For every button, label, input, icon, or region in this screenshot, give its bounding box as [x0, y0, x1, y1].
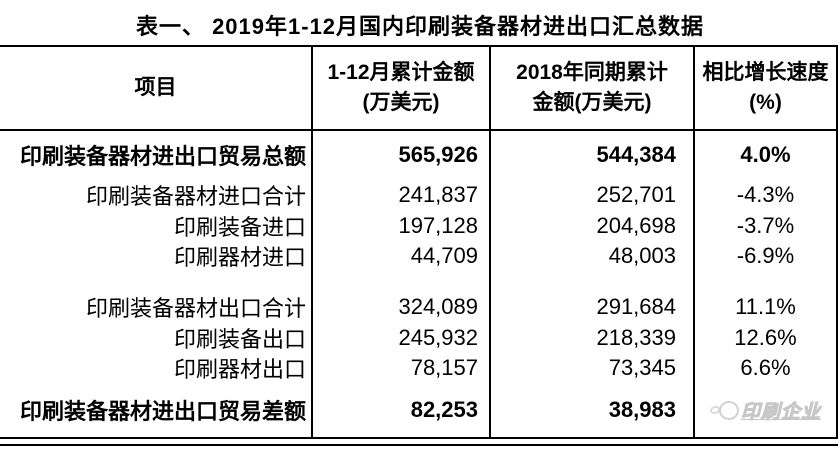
- column-header-amount-2018: 2018年同期累计 金额(万美元): [491, 47, 695, 131]
- header-line: 1-12月累计金额: [327, 60, 475, 84]
- cell-amount-2019: 78,157: [313, 353, 491, 383]
- cell-amount-2019: 241,837: [313, 179, 491, 211]
- bottom-double-rule: [0, 444, 838, 446]
- cell-amount-2019: 82,253: [313, 383, 491, 437]
- cell-growth: -3.7%: [736, 213, 795, 238]
- summary-table: 项目 1-12月累计金额 (万美元) 2018年同期累计 金额(万美元) 相比增…: [0, 45, 838, 439]
- spacer-cell: [695, 271, 836, 291]
- cell-amount-2019: 565,926: [313, 131, 491, 179]
- cell-amount-2019: 44,709: [313, 241, 491, 271]
- cell-growth: 4.0%: [740, 142, 791, 167]
- cell-amount-2018: 73,345: [491, 353, 695, 383]
- cell-growth: 11.1%: [735, 294, 796, 319]
- cell-growth: 12.6%: [734, 325, 797, 350]
- column-header-amount-2019: 1-12月累计金额 (万美元): [313, 47, 491, 131]
- watermark-label: 印刷企业: [740, 401, 821, 423]
- spacer-cell: [0, 271, 313, 291]
- cell-amount-2019: 197,128: [313, 211, 491, 241]
- header-line: 项目: [134, 75, 177, 99]
- header-line: (万美元): [362, 91, 440, 114]
- cell-growth: -4.3%: [736, 182, 795, 207]
- cell-item: 印刷装备进口: [0, 211, 313, 241]
- header-line: (%): [749, 91, 782, 114]
- cell-item: 印刷装备器材进口合计: [0, 179, 313, 211]
- column-header-item: 项目: [0, 47, 313, 131]
- cell-item: 印刷装备器材进出口贸易总额: [0, 131, 313, 179]
- cell-amount-2018: 544,384: [491, 131, 695, 179]
- cell-growth: -6.9%: [736, 243, 795, 268]
- cell-amount-2018: 204,698: [491, 211, 695, 241]
- cell-amount-2018: 291,684: [491, 291, 695, 323]
- cell-growth: 6.6%: [740, 355, 791, 380]
- cell-item: 印刷器材出口: [0, 353, 313, 383]
- cell-amount-2018: 252,701: [491, 179, 695, 211]
- watermark: 印刷企业: [709, 397, 821, 424]
- cell-item: 印刷装备出口: [0, 323, 313, 353]
- cell-amount-2018: 218,339: [491, 323, 695, 353]
- header-line: 金额(万美元): [532, 91, 652, 114]
- cell-amount-2018: 48,003: [491, 241, 695, 271]
- cell-item: 印刷装备器材进出口贸易差额: [0, 383, 313, 437]
- header-line: 相比增长速度: [702, 60, 829, 84]
- spacer-cell: [313, 271, 491, 291]
- cell-item: 印刷器材进口: [0, 241, 313, 271]
- cell-growth-watermarked: 印刷企业: [695, 383, 836, 437]
- cell-amount-2019: 324,089: [313, 291, 491, 323]
- cell-amount-2019: 245,932: [313, 323, 491, 353]
- watermark-mascot-icon: [718, 400, 739, 420]
- cell-amount-2018: 38,983: [491, 383, 695, 437]
- cell-item: 印刷装备器材出口合计: [0, 291, 313, 323]
- table-title: 表一、 2019年1-12月国内印刷装备器材进出口汇总数据: [135, 13, 705, 39]
- header-line: 2018年同期累计: [516, 60, 668, 84]
- spacer-cell: [491, 271, 695, 291]
- column-header-growth: 相比增长速度 (%): [695, 47, 836, 131]
